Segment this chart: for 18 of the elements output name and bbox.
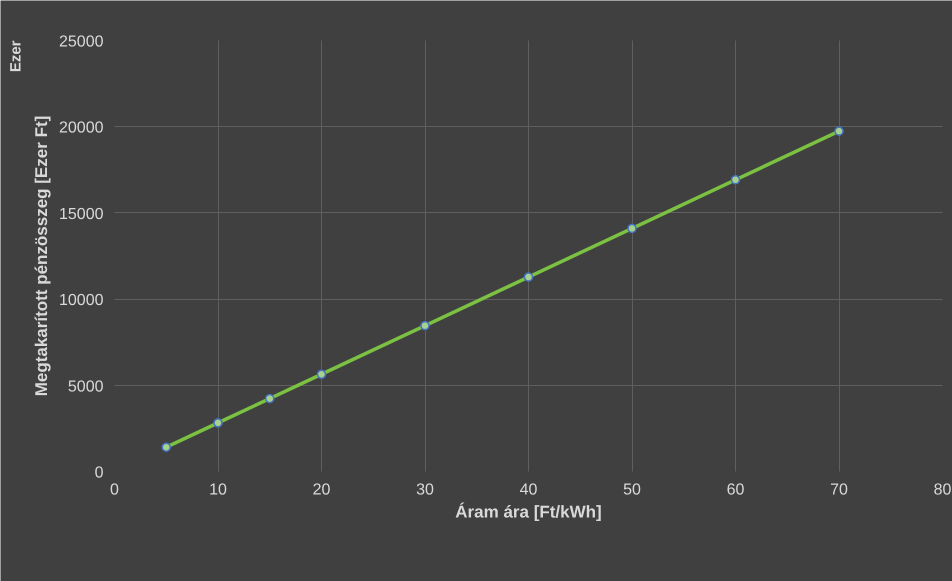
y-axis-title: Megtakarított pénzösszeg [Ezer Ft] [32, 116, 52, 396]
y-tick-label: 0 [94, 464, 104, 482]
y-tick-label: 10000 [59, 292, 104, 310]
y-tick-label: 25000 [59, 34, 104, 50]
y-tick-label: 5000 [68, 378, 104, 396]
x-tick-label: 20 [312, 482, 330, 498]
text: Ezer [8, 40, 24, 72]
x-tick-label: 0 [110, 482, 120, 498]
x-tick-label: 60 [726, 482, 744, 498]
x-tick-label: 40 [520, 482, 538, 498]
x-tick-label: 80 [934, 482, 952, 498]
y-tick-label: 15000 [59, 206, 104, 223]
x-tick-label: 10 [209, 482, 227, 498]
x-axis-title: Áram ára [Ft/kWh] [455, 502, 602, 522]
x-tick-label: 50 [623, 482, 641, 498]
x-tick-label: 30 [416, 482, 434, 498]
y-tick-label: 20000 [59, 120, 104, 137]
x-tick-label: 70 [830, 482, 848, 498]
